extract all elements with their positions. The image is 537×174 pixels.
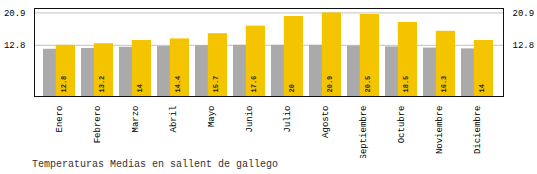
- svg-text:Septiembre: Septiembre: [359, 106, 369, 159]
- svg-text:20: 20: [288, 84, 296, 92]
- svg-text:Diciembre: Diciembre: [473, 106, 483, 155]
- svg-text:Agosto: Agosto: [321, 106, 331, 138]
- svg-text:14: 14: [136, 84, 144, 92]
- svg-text:12.8: 12.8: [60, 76, 68, 93]
- svg-text:Octubre: Octubre: [397, 106, 407, 144]
- svg-text:16.3: 16.3: [440, 76, 448, 93]
- svg-text:20.9: 20.9: [4, 9, 26, 19]
- html-text:Temperaturas Medias en sallent: Temperaturas Medias en sallent de galleg…: [32, 159, 278, 170]
- svg-text:12.8: 12.8: [513, 41, 535, 51]
- svg-text:Abril: Abril: [169, 106, 179, 133]
- svg-text:14.4: 14.4: [174, 76, 182, 93]
- svg-text:12.8: 12.8: [4, 41, 26, 51]
- svg-text:13.2: 13.2: [98, 76, 106, 93]
- svg-text:Noviembre: Noviembre: [435, 106, 445, 155]
- svg-text:15.7: 15.7: [212, 76, 220, 93]
- svg-text:Julio: Julio: [283, 106, 293, 133]
- svg-text:Enero: Enero: [55, 106, 65, 133]
- svg-text:20.9: 20.9: [513, 9, 535, 19]
- svg-text:Marzo: Marzo: [131, 106, 141, 133]
- svg-text:Febrero: Febrero: [93, 106, 103, 144]
- svg-text:14: 14: [478, 84, 486, 92]
- svg-text:17.6: 17.6: [250, 76, 258, 93]
- svg-text:18.5: 18.5: [402, 76, 410, 93]
- svg-text:Junio: Junio: [245, 106, 255, 133]
- svg-text:Mayo: Mayo: [207, 106, 217, 128]
- svg-text:20.5: 20.5: [364, 76, 372, 93]
- svg-text:20.9: 20.9: [326, 76, 334, 93]
